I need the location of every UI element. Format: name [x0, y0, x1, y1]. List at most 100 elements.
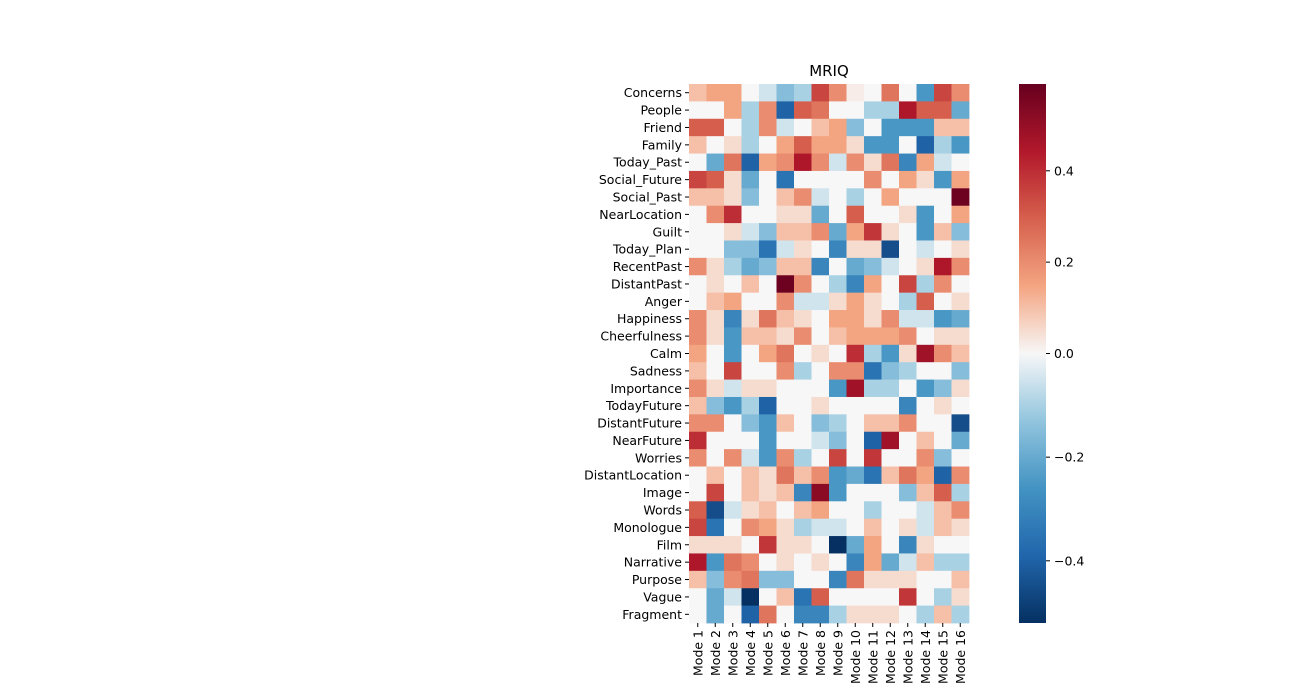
heatmap-cell: [934, 570, 952, 589]
heatmap-cell: [776, 136, 795, 154]
heatmap-cell: [776, 153, 795, 172]
heatmap-cell: [776, 466, 795, 485]
heatmap-cell: [899, 327, 917, 346]
heatmap-cell: [689, 414, 707, 433]
heatmap-cell: [741, 396, 760, 415]
heatmap-cell: [899, 570, 917, 589]
heatmap-cell: [794, 223, 812, 241]
heatmap-cell: [916, 188, 935, 207]
heatmap-cell: [794, 483, 812, 502]
heatmap-cell: [899, 188, 917, 207]
heatmap-cell: [706, 153, 725, 172]
y-tick-label: DistantLocation: [584, 468, 682, 483]
heatmap-cell: [864, 501, 882, 520]
heatmap-cell: [794, 153, 812, 172]
heatmap-cell: [951, 431, 970, 450]
heatmap-cell: [811, 223, 830, 241]
heatmap-cell: [951, 449, 970, 467]
heatmap-cell: [759, 205, 777, 224]
heatmap-cell: [724, 588, 742, 607]
heatmap-cell: [881, 588, 900, 607]
heatmap-cell: [864, 518, 882, 537]
heatmap-cell: [916, 205, 935, 224]
heatmap-cell: [706, 362, 725, 380]
heatmap-cell: [846, 518, 865, 537]
heatmap-cell: [881, 310, 900, 328]
heatmap-cell: [759, 136, 777, 154]
heatmap-cell: [916, 588, 935, 607]
heatmap-cell: [706, 310, 725, 328]
heatmap-cell: [794, 240, 812, 259]
heatmap-cell: [794, 396, 812, 415]
heatmap-cell: [846, 170, 865, 189]
heatmap-cell: [881, 118, 900, 137]
heatmap-cell: [829, 101, 847, 120]
heatmap-cell: [951, 588, 970, 607]
heatmap-cell: [899, 310, 917, 328]
heatmap-cell: [689, 118, 707, 137]
heatmap-cell: [706, 449, 725, 467]
heatmap-cell: [759, 449, 777, 467]
heatmap-cell: [759, 170, 777, 189]
heatmap-cell: [951, 553, 970, 572]
heatmap-cell: [811, 483, 830, 502]
heatmap-cell: [794, 188, 812, 207]
heatmap-cell: [829, 518, 847, 537]
heatmap-cell: [951, 327, 970, 346]
heatmap-cell: [864, 553, 882, 572]
heatmap-cell: [706, 501, 725, 520]
heatmap-cell: [951, 170, 970, 189]
x-tick-label: Mode 5: [760, 630, 775, 676]
heatmap-cell: [916, 327, 935, 346]
heatmap-cell: [951, 310, 970, 328]
heatmap-cell: [776, 84, 795, 102]
heatmap-cell: [916, 101, 935, 120]
heatmap-cell: [724, 223, 742, 241]
heatmap-cell: [811, 362, 830, 380]
heatmap-cell: [881, 344, 900, 363]
y-tick-label: Social_Past: [613, 190, 682, 205]
heatmap-cell: [864, 588, 882, 607]
heatmap-cell: [864, 170, 882, 189]
heatmap-cell: [899, 153, 917, 172]
heatmap-cell: [916, 570, 935, 589]
heatmap-cell: [794, 327, 812, 346]
y-tick-label: Image: [643, 485, 682, 500]
y-tick-label: NearFuture: [612, 433, 682, 448]
heatmap-cell: [881, 449, 900, 467]
heatmap-cell: [724, 188, 742, 207]
heatmap-cell: [706, 240, 725, 259]
heatmap-cell: [899, 501, 917, 520]
heatmap-cell: [934, 327, 952, 346]
heatmap-cell: [846, 379, 865, 398]
heatmap-cell: [934, 223, 952, 241]
heatmap-cell: [899, 466, 917, 485]
heatmap-cell: [951, 344, 970, 363]
heatmap-cell: [776, 553, 795, 572]
heatmap-cell: [811, 118, 830, 137]
heatmap-cell: [706, 84, 725, 102]
heatmap-cell: [899, 344, 917, 363]
heatmap-cell: [899, 518, 917, 537]
heatmap-cell: [741, 257, 760, 276]
heatmap-cell: [829, 153, 847, 172]
heatmap-cell: [706, 327, 725, 346]
y-tick-label: Cheerfulness: [600, 329, 682, 344]
heatmap-cell: [689, 223, 707, 241]
heatmap-cell: [916, 170, 935, 189]
heatmap-cell: [689, 205, 707, 224]
colorbar-gradient: [1019, 84, 1046, 623]
heatmap-cell: [934, 483, 952, 502]
y-tick-label: Guilt: [653, 224, 683, 239]
heatmap-cell: [951, 136, 970, 154]
heatmap-cell: [741, 588, 760, 607]
heatmap-cell: [811, 431, 830, 450]
heatmap-cell: [811, 553, 830, 572]
heatmap-cell: [724, 292, 742, 311]
heatmap-cell: [934, 310, 952, 328]
heatmap-cell: [864, 153, 882, 172]
heatmap-cell: [759, 275, 777, 294]
heatmap-cell: [741, 205, 760, 224]
heatmap-cell: [864, 118, 882, 137]
heatmap-cell: [724, 344, 742, 363]
